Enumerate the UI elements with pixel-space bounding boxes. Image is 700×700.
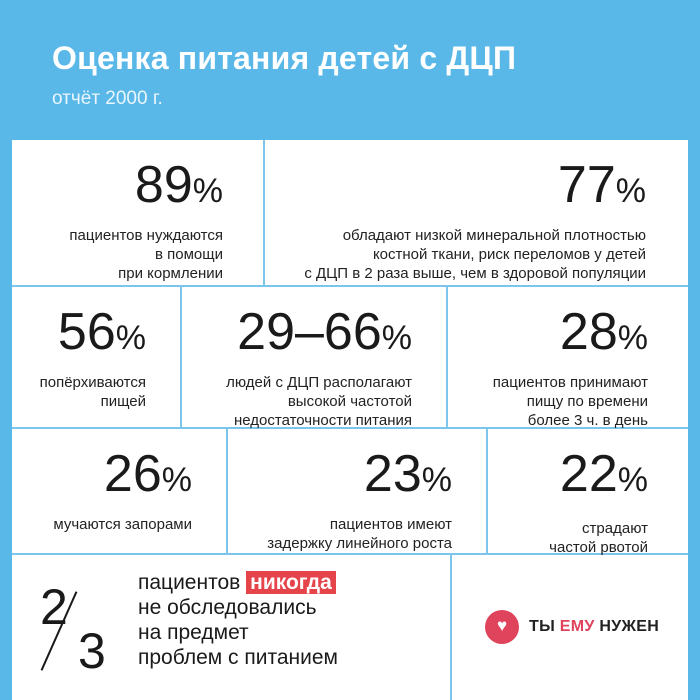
stat-value: 29–66%: [237, 303, 412, 361]
stat-cell: 77% обладают низкой минеральной плотност…: [265, 140, 688, 285]
column-divider: [226, 427, 228, 553]
stat-value: 89%: [134, 156, 223, 214]
fraction-denominator: 3: [78, 623, 106, 679]
stat-value: 23%: [363, 445, 452, 503]
stat-cell: 89% пациентов нуждаются в помощи при кормл…: [12, 140, 263, 285]
column-divider: [486, 427, 488, 553]
stat-value: 56%: [57, 303, 146, 361]
stat-description: пациентов имеют задержку линейного роста: [267, 516, 452, 552]
stat-description: людей с ДЦП располагают высокой частотой н…: [226, 374, 412, 429]
stats-panel: [12, 140, 688, 700]
stat-cell: 29–66% людей с ДЦП располагают высокой ча…: [182, 287, 446, 429]
logo-text: ТЫ ЕМУ НУЖЕН: [529, 618, 660, 635]
stat-cell: 22% страдают частой рвотой: [488, 429, 688, 556]
fraction-two-thirds: 2 3: [40, 579, 120, 679]
column-divider: [450, 553, 452, 700]
header: Оценка питания детей с ДЦП отчёт 2000 г.: [52, 38, 516, 110]
stat-cell: 28% пациентов принимают пищу по времени бо…: [448, 287, 688, 429]
brand-logo: ♥ ТЫ ЕМУ НУЖЕН: [485, 610, 659, 644]
stat-description: попёрхиваются пищей: [39, 374, 146, 410]
page-title: Оценка питания детей с ДЦП: [52, 40, 517, 76]
stat-value: 28%: [559, 303, 648, 361]
column-divider: [263, 140, 265, 285]
stat-value: 22%: [559, 445, 648, 503]
stat-description: пациентов принимают пищу по времени более …: [492, 374, 648, 429]
stat-description: обладают низкой минеральной плотностью ко…: [304, 227, 646, 282]
heart-circle-icon: [485, 610, 519, 644]
heart-icon: ♥: [496, 616, 508, 635]
stat-description: пациентов нуждаются в помощи при кормлении: [69, 227, 223, 282]
page-subtitle: отчёт 2000 г.: [52, 88, 163, 109]
stat-value: 77%: [557, 156, 646, 214]
row-divider: [12, 553, 688, 555]
stat-cell: 23% пациентов имеют задержку линейного ро…: [228, 429, 486, 553]
column-divider: [446, 285, 448, 427]
stat-value: 26%: [103, 445, 192, 503]
highlight-never: никогда: [246, 571, 336, 594]
fraction-numerator: 2: [40, 579, 68, 635]
stat-cell: 56% попёрхиваются пищей: [12, 287, 180, 427]
row-divider: [12, 285, 688, 287]
stat-description: страдают частой рвотой: [549, 520, 648, 556]
column-divider: [180, 285, 182, 427]
row-divider: [12, 427, 688, 429]
stat-cell: 26% мучаются запорами: [12, 429, 226, 553]
fraction-description: пациентов никогда не обследовались на пр…: [138, 571, 338, 669]
stat-description: мучаются запорами: [53, 516, 192, 533]
